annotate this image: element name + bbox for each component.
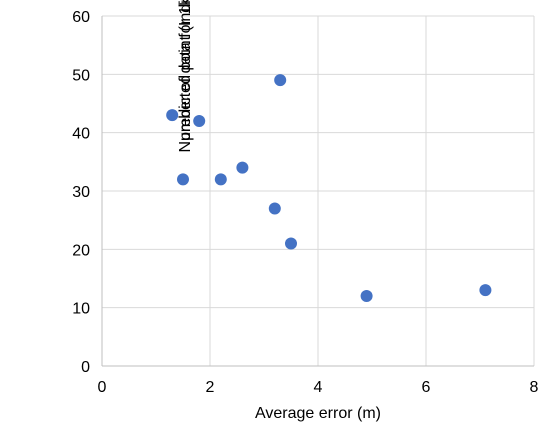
y-axis-title-line-2: predicted point (Individual): [177, 0, 194, 141]
y-tick-label: 40: [72, 126, 90, 143]
x-tick-labels: 0 2 4 6 8: [98, 379, 539, 396]
x-tick-label: 0: [98, 379, 107, 396]
x-tick-label: 8: [530, 379, 539, 396]
data-point: [214, 173, 227, 186]
data-point: [166, 109, 179, 122]
data-point: [268, 202, 281, 215]
data-points: [166, 74, 492, 302]
axes: [101, 16, 534, 367]
y-tick-label: 10: [72, 301, 90, 318]
x-axis-title: Average error (m): [255, 405, 381, 422]
y-tick-label: 30: [72, 184, 90, 201]
data-point: [285, 237, 297, 250]
y-tick-label: 0: [81, 359, 90, 376]
grid: [102, 15, 535, 366]
y-tick-label: 20: [72, 242, 90, 259]
y-tick-labels: 0 10 20 30 40 50 60: [72, 9, 90, 376]
data-point: [193, 115, 206, 127]
data-point: [177, 173, 189, 186]
x-tick-label: 2: [206, 379, 215, 396]
x-tick-label: 6: [422, 379, 431, 396]
data-point: [236, 161, 249, 174]
x-tick-label: 4: [314, 379, 323, 396]
data-point: [274, 74, 287, 87]
data-point: [360, 290, 373, 302]
y-axis-title: Number of data for 1km around the predic…: [177, 0, 194, 153]
data-point: [479, 284, 492, 297]
y-tick-label: 50: [72, 67, 90, 84]
y-tick-label: 60: [72, 9, 90, 26]
y-axis-title-line-1: Number of data for 1km around the: [177, 0, 194, 153]
